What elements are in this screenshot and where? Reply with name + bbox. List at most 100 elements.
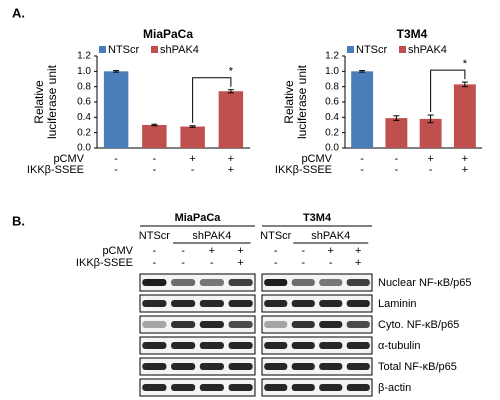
bar: [419, 118, 442, 148]
y-axis-label: luciferase unit: [295, 64, 309, 139]
y-tick-label: 0.4: [77, 112, 91, 123]
y-tick-label: 0.2: [77, 127, 91, 138]
error-bar: [427, 114, 434, 124]
condition-mark: +: [462, 164, 468, 176]
bar: [218, 91, 244, 148]
blot-label: Laminin: [378, 298, 417, 310]
condition-mark: +: [228, 164, 234, 176]
condition-mark: -: [360, 164, 364, 176]
blot-band: [264, 300, 288, 307]
blot-band: [228, 300, 253, 307]
condition-mark: -: [274, 245, 278, 257]
y-tick-label: 0.0: [325, 143, 339, 154]
condition-mark: -: [395, 153, 399, 165]
bar: [142, 125, 167, 148]
blot-band: [199, 279, 224, 286]
blot-band: [264, 363, 288, 370]
condition-mark: -: [301, 245, 305, 257]
blot-band: [346, 279, 370, 286]
condition-mark: -: [395, 164, 399, 176]
lane-header: shPAK4: [311, 230, 350, 242]
blot-band: [142, 321, 167, 328]
y-tick-label: 1.2: [325, 51, 339, 62]
blot-label: Cyto. NF-κB/p65: [378, 319, 459, 331]
condition-mark: -: [360, 153, 364, 165]
bar: [180, 126, 205, 148]
blot-label: β-actin: [378, 382, 411, 394]
blot-band: [291, 300, 315, 307]
blot-label: Nuclear NF-κB/p65: [378, 277, 472, 289]
blot-band: [319, 300, 343, 307]
blot-frame: [139, 273, 256, 292]
blot-band: [171, 300, 196, 307]
condition-label: pCMV: [53, 153, 84, 165]
blot-label: Total NF-κB/p65: [378, 361, 457, 373]
blot-label: α-tubulin: [378, 340, 420, 352]
condition-mark: -: [274, 257, 278, 269]
blot-band: [264, 384, 288, 391]
error-bar: [359, 70, 366, 73]
blot-band: [171, 342, 196, 349]
blot-frame: [261, 357, 373, 376]
blot-frame: [261, 336, 373, 355]
y-tick-label: 0.0: [77, 143, 91, 154]
condition-mark: -: [114, 153, 118, 165]
condition-mark: +: [228, 153, 234, 165]
legend-label: shPAK4: [160, 44, 199, 56]
blot-band: [142, 363, 167, 370]
blot-frame: [261, 315, 373, 334]
condition-mark: -: [153, 164, 157, 176]
y-tick-label: 1.2: [77, 51, 91, 62]
y-tick-label: 0.8: [325, 81, 339, 92]
blot-band: [199, 363, 224, 370]
y-tick-label: 1.0: [325, 66, 339, 77]
blot-band: [346, 342, 370, 349]
condition-mark: +: [355, 245, 361, 257]
condition-label: pCMV: [102, 245, 133, 257]
error-bar: [393, 115, 400, 121]
condition-label: IKKβ-SSEE: [76, 257, 133, 269]
blot-frame: [139, 315, 256, 334]
condition-mark: +: [355, 257, 361, 269]
condition-label: IKKβ-SSEE: [27, 164, 84, 176]
bar: [103, 71, 129, 148]
blot-band: [171, 363, 196, 370]
blot-band: [319, 279, 343, 286]
condition-mark: +: [427, 153, 433, 165]
chart-title: MiaPaCa: [143, 27, 193, 41]
condition-label: IKKβ-SSEE: [275, 164, 332, 176]
condition-mark: -: [210, 257, 214, 269]
blot-band: [171, 321, 196, 328]
significance-mark: *: [463, 58, 468, 70]
blot-band: [346, 384, 370, 391]
blot-frame: [261, 273, 373, 292]
blot-band: [171, 384, 196, 391]
legend-label: NTScr: [356, 44, 388, 56]
blot-band: [199, 384, 224, 391]
blot-band: [319, 363, 343, 370]
y-tick-label: 0.8: [77, 81, 91, 92]
condition-label: pCMV: [301, 153, 332, 165]
blot-band: [142, 384, 167, 391]
condition-mark: -: [429, 164, 433, 176]
condition-mark: -: [191, 164, 195, 176]
error-bar: [151, 123, 158, 127]
condition-mark: +: [328, 245, 334, 257]
error-bar: [227, 89, 234, 94]
condition-mark: -: [329, 257, 333, 269]
condition-mark: -: [114, 164, 118, 176]
blot-frame: [139, 378, 256, 397]
blot-band: [228, 279, 253, 286]
blot-frame: [261, 294, 373, 313]
chart-title: T3M4: [397, 27, 428, 41]
blot-band: [142, 300, 167, 307]
significance-bracket: [430, 69, 466, 113]
blot-band: [264, 279, 288, 286]
bar: [385, 118, 408, 148]
blot-band: [228, 321, 253, 328]
blot-band: [291, 384, 315, 391]
group-label: MiaPaCa: [175, 212, 222, 224]
condition-mark: -: [153, 153, 157, 165]
legend-label: NTScr: [108, 44, 140, 56]
